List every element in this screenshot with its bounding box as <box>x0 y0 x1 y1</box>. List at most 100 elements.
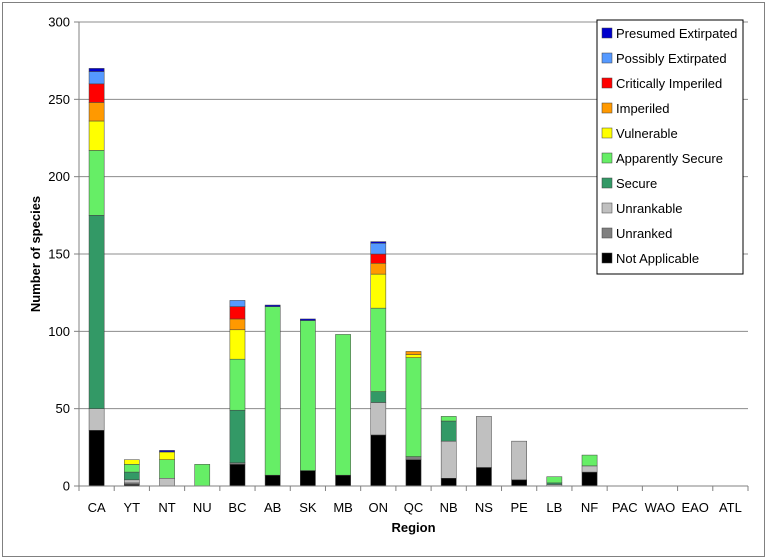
bar-nt-vulnerable <box>159 451 175 460</box>
legend-label-secure: Secure <box>616 176 657 191</box>
y-axis-ticks: 0 50 100 150 200 250 300 <box>48 15 79 494</box>
bar-mb-not-applicable <box>335 474 351 487</box>
bar-yt-vulnerable <box>123 459 140 465</box>
x-tick-label: MB <box>333 500 353 515</box>
bar-bc-secure <box>229 409 246 464</box>
bar-sk-apparently-secure <box>300 320 316 471</box>
legend-label-critically-imperiled: Critically Imperiled <box>616 76 722 91</box>
bar-sk-not-applicable <box>300 470 316 487</box>
bar-pe-not-applicable <box>511 479 527 487</box>
bar-on-possibly-extirpated <box>370 242 387 255</box>
bar-ca-critically-imperiled <box>88 83 105 103</box>
bar-on-not-applicable <box>370 434 387 487</box>
bar-lb-apparently-secure <box>546 476 563 484</box>
bar-ns-not-applicable <box>476 467 492 487</box>
bar-qc-not-applicable <box>405 459 422 487</box>
bar-nf-not-applicable <box>581 471 598 487</box>
bar-nf-apparently-secure <box>581 454 598 467</box>
x-axis-ticks: CA YT NT NU BC AB SK MB ON QC NB NS PE LB NF PAC WAO EAO A… <box>78 486 749 515</box>
x-tick-label: NU <box>193 500 212 515</box>
bar-pe-unrankable <box>511 440 527 481</box>
legend-swatch-possibly-extirpated <box>601 52 613 64</box>
legend-swatch-apparently-secure <box>601 152 613 164</box>
bar-nf-unrankable <box>581 465 598 473</box>
bar-ca-possibly-extirpated <box>88 71 105 85</box>
bar-yt-secure <box>123 471 140 481</box>
y-tick-label: 100 <box>48 324 70 339</box>
x-tick-label: BC <box>228 500 246 515</box>
bar-nt-unrankable <box>159 478 175 487</box>
bar-ab-apparently-secure <box>264 306 281 476</box>
legend-label-not-applicable: Not Applicable <box>616 251 699 266</box>
bars <box>88 68 598 487</box>
x-tick-label: CA <box>88 500 106 515</box>
x-tick-label: WAO <box>645 500 676 515</box>
x-tick-label: NB <box>440 500 458 515</box>
bar-on-vulnerable <box>370 273 387 309</box>
y-tick-label: 300 <box>48 15 70 30</box>
bar-yt-apparently-secure <box>123 464 140 473</box>
bar-nb-apparently-secure <box>440 416 457 422</box>
x-tick-label: NF <box>581 500 598 515</box>
bar-nb-unrankable <box>440 440 457 479</box>
bar-qc-unranked <box>405 456 422 460</box>
bar-bc-critically-imperiled <box>229 306 246 320</box>
bar-nt-presumed-extirpated <box>159 450 175 453</box>
legend-label-unranked: Unranked <box>616 226 672 241</box>
legend-label-imperiled: Imperiled <box>616 101 669 116</box>
bar-qc-vulnerable <box>405 354 422 358</box>
bar-bc-not-applicable <box>229 464 246 487</box>
legend-swatch-secure <box>601 177 613 189</box>
x-tick-label: QC <box>404 500 424 515</box>
x-tick-label: AB <box>264 500 281 515</box>
y-tick-label: 0 <box>63 479 70 494</box>
bar-on-apparently-secure <box>370 307 387 392</box>
bar-ab-not-applicable <box>264 474 281 487</box>
bar-nb-secure <box>440 420 457 442</box>
legend: Presumed Extirpated Possibly Extirpated Cr… <box>596 19 744 275</box>
x-tick-label: ATL <box>719 500 742 515</box>
legend-swatch-presumed-extirpated <box>601 27 613 39</box>
legend-swatch-not-applicable <box>601 252 613 264</box>
x-tick-label: NS <box>475 500 493 515</box>
bar-ca-not-applicable <box>88 430 105 487</box>
bar-on-unrankable <box>370 402 387 436</box>
bar-on-critically-imperiled <box>370 253 387 264</box>
x-axis-title: Region <box>391 520 435 535</box>
bar-ca-apparently-secure <box>88 150 105 216</box>
bar-ca-presumed-extirpated <box>88 68 105 72</box>
bar-on-imperiled <box>370 263 387 275</box>
legend-swatch-unranked <box>601 227 613 239</box>
legend-label-unrankable: Unrankable <box>616 201 683 216</box>
legend-swatch-unrankable <box>601 202 613 214</box>
legend-label-presumed-extirpated: Presumed Extirpated <box>616 26 737 41</box>
bar-ns-unrankable <box>476 416 492 468</box>
x-tick-label: PAC <box>612 500 638 515</box>
y-axis-title: Number of species <box>28 196 43 312</box>
legend-swatch-vulnerable <box>601 127 613 139</box>
y-tick-label: 200 <box>48 169 70 184</box>
x-tick-label: SK <box>299 500 317 515</box>
y-tick-label: 150 <box>48 247 70 262</box>
bar-nu-apparently-secure <box>194 464 211 487</box>
bar-bc-possibly-extirpated <box>229 300 246 307</box>
bar-ab-presumed-extirpated <box>264 304 281 307</box>
legend-swatch-imperiled <box>601 102 613 114</box>
legend-label-possibly-extirpated: Possibly Extirpated <box>616 51 727 66</box>
bar-qc-imperiled <box>405 351 422 355</box>
legend-swatch-critically-imperiled <box>601 77 613 89</box>
bar-qc-apparently-secure <box>405 357 422 457</box>
bar-sk-presumed-extirpated <box>300 318 316 321</box>
x-tick-label: EAO <box>681 500 708 515</box>
y-tick-label: 250 <box>48 92 70 107</box>
x-tick-label: NT <box>158 500 175 515</box>
bar-nt-apparently-secure <box>159 459 175 479</box>
bar-mb-apparently-secure <box>335 334 351 476</box>
bar-ca-imperiled <box>88 102 105 122</box>
x-tick-label: PE <box>510 500 528 515</box>
bar-bc-vulnerable <box>229 329 246 360</box>
bar-bc-apparently-secure <box>229 358 246 411</box>
legend-box <box>596 19 744 275</box>
